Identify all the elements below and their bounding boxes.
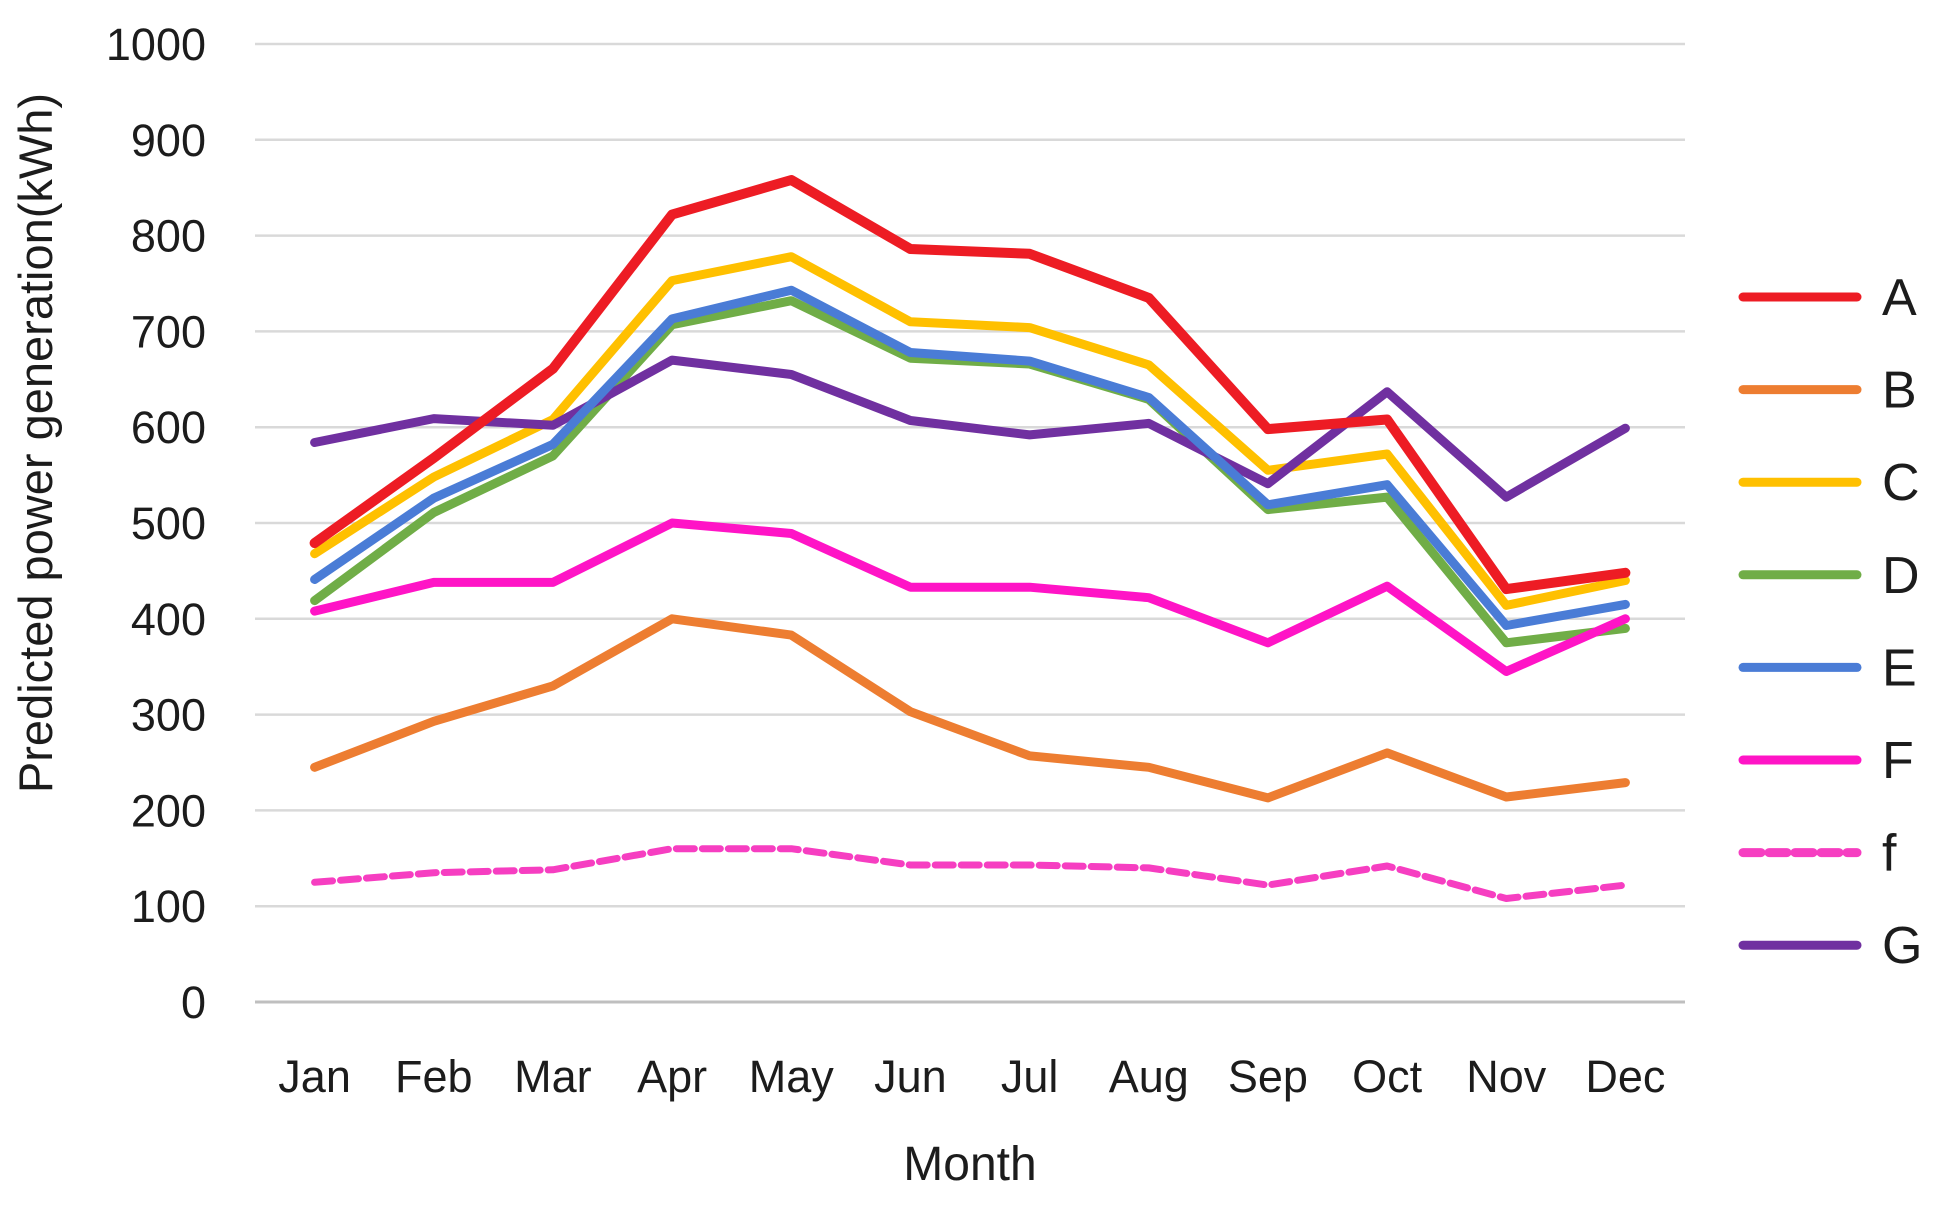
y-tick-label-400: 400 [131, 594, 206, 645]
series-layer [309, 175, 1631, 902]
legend-item-B: B [1738, 362, 1917, 420]
x-axis-title: Month [903, 1138, 1036, 1191]
x-tick-label-Dec: Dec [1585, 1051, 1665, 1102]
legend-label-A: A [1882, 269, 1917, 327]
legend-item-E: E [1738, 639, 1917, 697]
legend-item-D: D [1738, 547, 1920, 605]
legend-label-f: f [1882, 825, 1897, 883]
x-tick-label-Jul: Jul [1001, 1051, 1059, 1102]
legend-label-E: E [1882, 639, 1917, 697]
legend-label-G: G [1882, 917, 1922, 975]
y-tick-label-700: 700 [131, 306, 206, 357]
y-tick-label-200: 200 [131, 785, 206, 836]
x-tick-label-Jan: Jan [278, 1051, 351, 1102]
y-tick-label-300: 300 [131, 690, 206, 741]
x-tick-label-May: May [749, 1051, 835, 1102]
x-tick-label-Aug: Aug [1109, 1051, 1189, 1102]
x-tick-label-Mar: Mar [514, 1051, 592, 1102]
y-axis-title: Predicted power generation(kWh) [9, 93, 62, 793]
x-tick-label-Apr: Apr [637, 1051, 707, 1102]
x-tick-label-Feb: Feb [395, 1051, 473, 1102]
legend-item-C: C [1738, 454, 1920, 512]
series-line-C [310, 252, 1630, 610]
x-tick-label-Jun: Jun [874, 1051, 947, 1102]
y-tick-label-800: 800 [131, 211, 206, 262]
x-tick-label-Oct: Oct [1352, 1051, 1423, 1102]
series-line-A [309, 175, 1631, 595]
series-line-E [310, 285, 1630, 630]
legend-item-A: A [1738, 269, 1917, 327]
y-tick-label-0: 0 [181, 977, 206, 1028]
series-line-B [310, 614, 1630, 803]
legend-label-F: F [1882, 732, 1914, 790]
y-tick-label-500: 500 [131, 498, 206, 549]
gridline-layer [255, 42, 1685, 1004]
series-line-F [310, 518, 1630, 676]
legend-label-B: B [1882, 362, 1917, 420]
legend-item-F: F [1738, 732, 1914, 790]
series-line-G [310, 355, 1630, 502]
x-tick-label-Sep: Sep [1228, 1051, 1308, 1102]
y-tick-label-600: 600 [131, 402, 206, 453]
legend-label-C: C [1882, 454, 1920, 512]
y-tick-label-100: 100 [131, 881, 206, 932]
axis-label-layer: 0 100 200 300 400 500 600 700 800 900 1000 Jan Feb Ma… [106, 19, 1666, 1102]
legend-label-D: D [1882, 547, 1920, 605]
legend-item-G: G [1738, 917, 1922, 975]
series-line-f [311, 845, 1629, 902]
legend-item-f: f [1738, 825, 1897, 883]
x-tick-label-Nov: Nov [1466, 1051, 1547, 1102]
y-tick-label-1000: 1000 [106, 19, 206, 70]
y-tick-label-900: 900 [131, 115, 206, 166]
